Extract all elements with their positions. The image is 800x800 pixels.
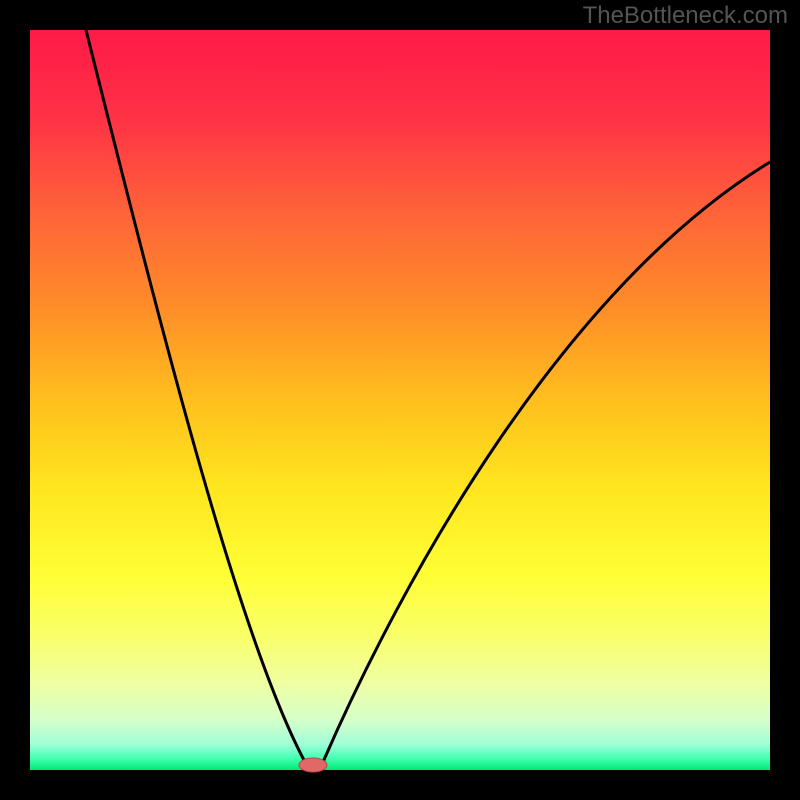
minimum-marker	[299, 758, 327, 772]
plot-background	[30, 30, 770, 770]
chart-container: TheBottleneck.com	[0, 0, 800, 800]
watermark-text: TheBottleneck.com	[583, 2, 788, 30]
chart-svg	[0, 0, 800, 800]
